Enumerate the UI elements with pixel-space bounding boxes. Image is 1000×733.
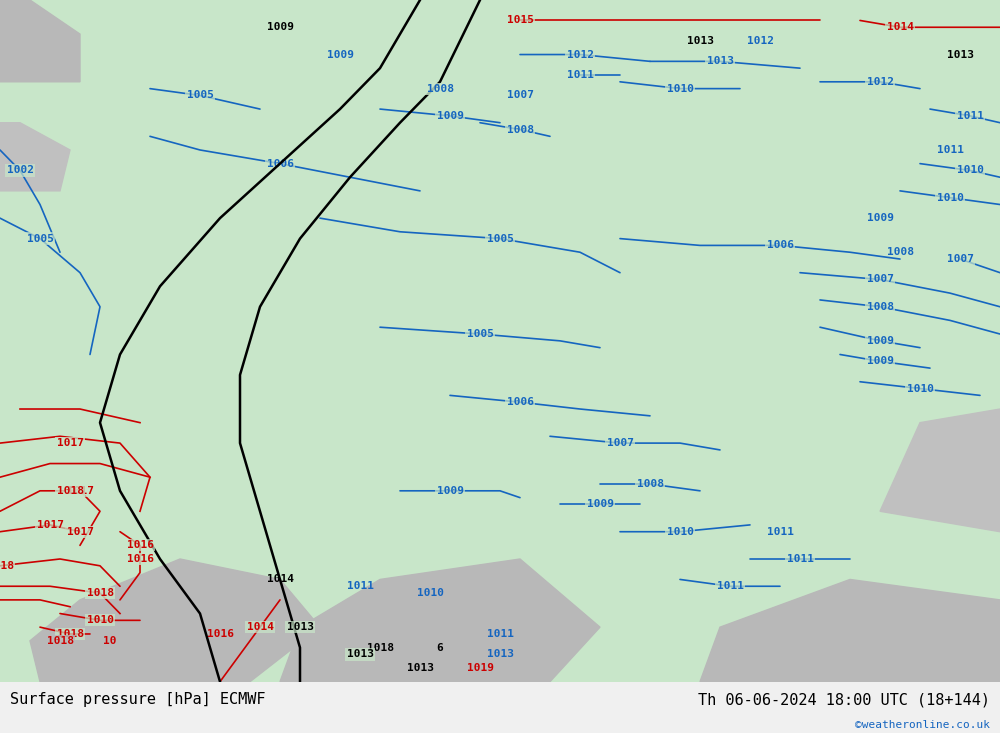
Text: 1011: 1011 [786, 554, 814, 564]
Text: 1013: 1013 [486, 649, 514, 660]
Text: 1013: 1013 [706, 56, 734, 67]
Text: 1014: 1014 [887, 22, 914, 32]
Text: 1009: 1009 [866, 336, 894, 346]
Polygon shape [700, 579, 1000, 682]
Text: 6: 6 [437, 643, 443, 652]
Text: 1018: 1018 [56, 629, 84, 639]
Text: 1009: 1009 [586, 499, 614, 509]
Text: 1011: 1011 [956, 111, 984, 121]
Polygon shape [30, 559, 320, 682]
Text: 1002: 1002 [7, 166, 34, 175]
Text: 1016: 1016 [126, 554, 154, 564]
Text: 1013: 1013 [686, 36, 714, 46]
Text: 1017: 1017 [66, 486, 94, 496]
Text: 1006: 1006 [767, 240, 794, 251]
Text: 1016: 1016 [207, 629, 234, 639]
Text: 1017: 1017 [36, 520, 64, 530]
Text: 1013: 1013 [287, 622, 314, 632]
Polygon shape [0, 0, 80, 82]
Text: 1014: 1014 [266, 575, 294, 584]
Text: 1008: 1008 [866, 302, 894, 312]
Text: 1017: 1017 [66, 527, 94, 537]
Text: Th 06-06-2024 18:00 UTC (18+144): Th 06-06-2024 18:00 UTC (18+144) [698, 692, 990, 707]
Text: 1009: 1009 [866, 213, 894, 223]
Text: 1007: 1007 [946, 254, 974, 264]
Text: 1010: 1010 [906, 383, 934, 394]
Text: 1010: 1010 [416, 588, 444, 598]
Text: 1018: 1018 [0, 561, 14, 571]
Text: 1011: 1011 [566, 70, 594, 80]
Text: 1018: 1018 [46, 636, 74, 646]
Text: 1013: 1013 [406, 663, 434, 673]
Text: 1005: 1005 [466, 329, 494, 339]
Text: 1006: 1006 [507, 397, 534, 408]
Text: 1013: 1013 [347, 649, 374, 660]
Text: 1007: 1007 [606, 438, 634, 448]
Text: 1012: 1012 [746, 36, 774, 46]
Polygon shape [0, 122, 70, 191]
Text: 1013: 1013 [946, 50, 974, 59]
Text: 1011: 1011 [936, 145, 964, 155]
Polygon shape [880, 409, 1000, 531]
Text: 1012: 1012 [866, 77, 894, 86]
Text: 1009: 1009 [436, 486, 464, 496]
Text: 1011: 1011 [486, 629, 514, 639]
Text: 1005: 1005 [486, 234, 514, 243]
Text: 1008: 1008 [507, 125, 534, 135]
Text: 1016: 1016 [126, 540, 154, 550]
Text: 1007: 1007 [507, 90, 534, 100]
Text: 1015: 1015 [507, 15, 534, 26]
Text: ©weatheronline.co.uk: ©weatheronline.co.uk [855, 721, 990, 730]
Text: 1008: 1008 [887, 247, 914, 257]
Text: 1019: 1019 [466, 663, 494, 673]
Text: 1011: 1011 [347, 581, 374, 592]
Text: 1010: 1010 [956, 166, 984, 175]
Text: 1005: 1005 [26, 234, 54, 243]
Text: 1006: 1006 [266, 158, 294, 169]
Text: 1018: 1018 [87, 588, 114, 598]
Text: 1009: 1009 [266, 22, 294, 32]
Text: 1008: 1008 [637, 479, 664, 489]
Polygon shape [280, 559, 600, 682]
Text: 1018: 1018 [56, 486, 84, 496]
Text: 1008: 1008 [426, 84, 454, 94]
Text: 1005: 1005 [186, 90, 214, 100]
Text: 1007: 1007 [866, 274, 894, 284]
Text: 1012: 1012 [566, 50, 594, 59]
Text: 1011: 1011 [716, 581, 744, 592]
Text: 1009: 1009 [866, 356, 894, 366]
Text: 1010: 1010 [936, 193, 964, 203]
Text: 1017: 1017 [56, 438, 84, 448]
Text: 1010: 1010 [666, 527, 694, 537]
Text: 1010: 1010 [666, 84, 694, 94]
Text: 1014: 1014 [246, 622, 274, 632]
Text: 10: 10 [103, 636, 117, 646]
Text: 1010: 1010 [87, 615, 114, 625]
Text: 1009: 1009 [436, 111, 464, 121]
Text: 1018: 1018 [366, 643, 394, 652]
Text: 1011: 1011 [767, 527, 794, 537]
Text: 1009: 1009 [326, 50, 354, 59]
Text: Surface pressure [hPa] ECMWF: Surface pressure [hPa] ECMWF [10, 692, 266, 707]
